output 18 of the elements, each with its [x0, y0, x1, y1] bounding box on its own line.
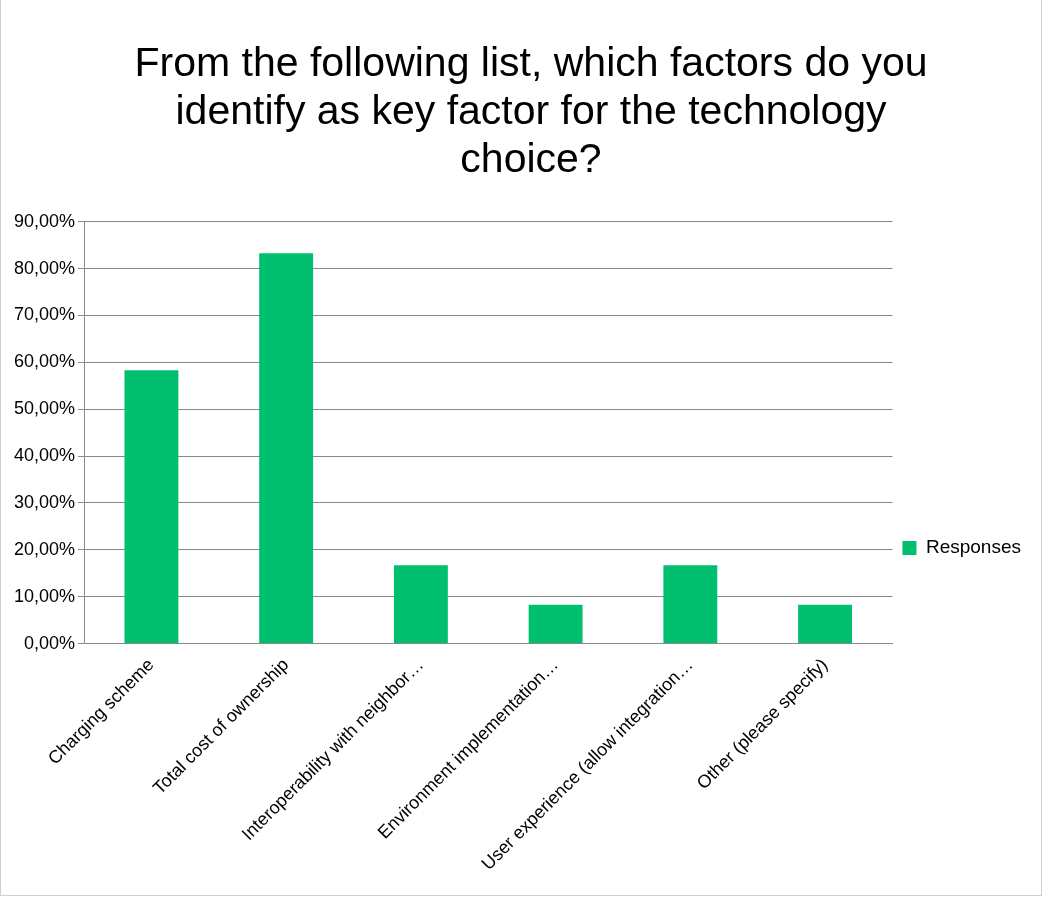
y-tick-label: 60,00%	[13, 351, 76, 372]
bar	[663, 565, 718, 644]
y-tick-label: 50,00%	[13, 398, 76, 419]
bar	[528, 604, 583, 644]
bar	[124, 370, 179, 644]
bar	[798, 604, 853, 644]
bar	[393, 565, 448, 644]
bar	[259, 253, 314, 644]
y-tick-label: 0,00%	[24, 632, 76, 653]
y-tick-label: 90,00%	[13, 210, 76, 231]
chart-title: From the following list, which factors do you identify as key factor for the technology choice?	[133, 38, 929, 182]
y-tick-label: 40,00%	[13, 445, 76, 466]
legend-label: Responses	[925, 536, 1022, 558]
y-tick-label: 20,00%	[13, 538, 76, 559]
y-tick-label: 70,00%	[13, 304, 76, 325]
y-tick-label: 80,00%	[13, 257, 76, 278]
y-tick-label: 10,00%	[13, 585, 76, 606]
y-tick-label: 30,00%	[13, 491, 76, 512]
